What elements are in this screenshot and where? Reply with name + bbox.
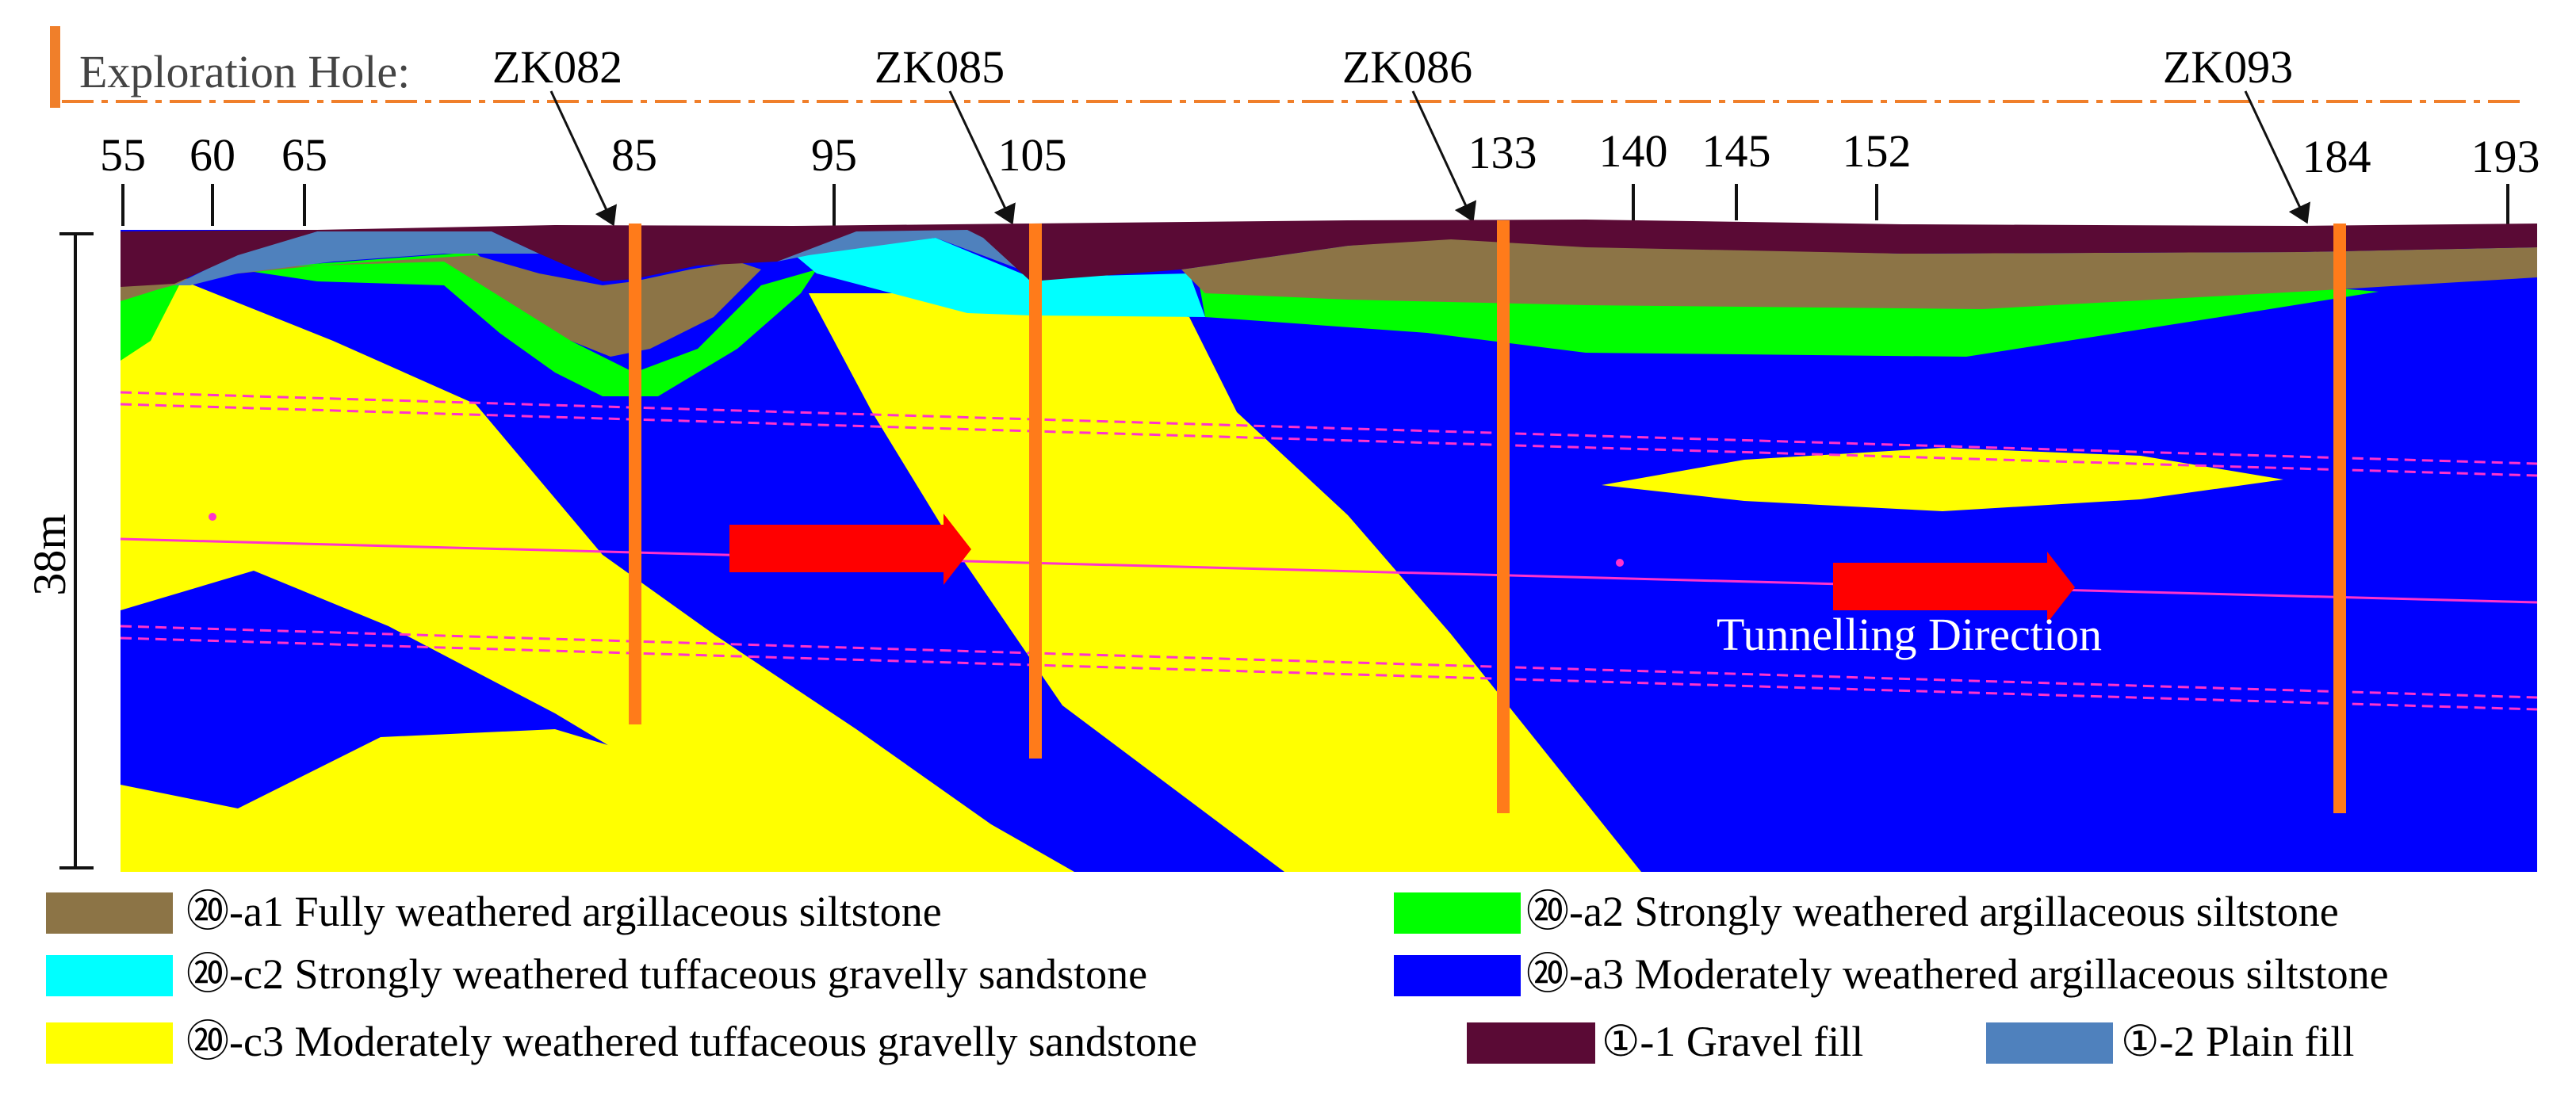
direction-arrow-left <box>729 514 971 585</box>
legend-swatch-c2 <box>46 955 173 996</box>
borehole-bar-zk085 <box>1029 224 1042 759</box>
station-133: 133 <box>1468 127 1537 178</box>
legend-label-a1: ⑳-a1 Fully weathered argillaceous siltst… <box>186 888 942 935</box>
exploration-hole-label: Exploration Hole: <box>79 46 410 97</box>
tunnel-marker-right <box>1616 559 1624 567</box>
borehole-label-zk093: ZK093 <box>2163 41 2293 93</box>
layer-a1-left <box>121 255 761 357</box>
station-65: 65 <box>281 129 327 181</box>
borehole-leaders <box>549 90 2310 227</box>
borehole-bar-zk082 <box>629 224 641 724</box>
legend-swatch-c3 <box>46 1022 173 1064</box>
direction-arrow-right <box>1833 552 2075 623</box>
borehole-bar-zk086 <box>1497 220 1510 813</box>
legend-swatch-a1 <box>46 892 173 934</box>
tunnelling-direction-label: Tunnelling Direction <box>1717 609 2102 660</box>
legend-label-p2: ①-2 Plain fill <box>2121 1018 2354 1065</box>
layer-plain-fill <box>174 231 539 285</box>
station-95: 95 <box>811 129 857 181</box>
borehole-label-zk082: ZK082 <box>492 41 622 93</box>
station-85: 85 <box>611 129 657 181</box>
legend-label-c2: ⑳-c2 Strongly weathered tuffaceous grave… <box>186 950 1147 998</box>
legend-swatch-p2 <box>1986 1022 2113 1064</box>
legend-label-g1: ①-1 Gravel fill <box>1602 1018 1863 1065</box>
legend: ⑳-a1 Fully weathered argillaceous siltst… <box>46 888 2389 1065</box>
station-193: 193 <box>2471 131 2540 182</box>
legend-swatch-a2 <box>1394 892 1521 934</box>
tunnel-marker-left <box>209 513 216 521</box>
layer-gravel-fill <box>121 220 2537 287</box>
station-60: 60 <box>189 129 235 181</box>
layer-c3-band <box>809 293 1641 872</box>
station-ticks <box>121 184 2509 230</box>
layer-a2-mid <box>238 252 817 396</box>
legend-swatch-a3 <box>1394 955 1521 996</box>
legend-swatch-g1 <box>1467 1022 1595 1064</box>
borehole-label-zk086: ZK086 <box>1342 41 1472 93</box>
legend-label-a2: ⑳-a2 Strongly weathered argillaceous sil… <box>1526 888 2339 935</box>
legend-label-c3: ⑳-c3 Moderately weathered tuffaceous gra… <box>186 1018 1197 1065</box>
borehole-label-zk085: ZK085 <box>875 41 1005 93</box>
layer-a2-left <box>121 279 182 361</box>
station-145: 145 <box>1702 125 1771 177</box>
station-105: 105 <box>998 129 1067 181</box>
title-accent-bar <box>50 26 60 108</box>
strata <box>121 220 2537 872</box>
layer-c2 <box>793 238 1205 317</box>
borehole-bar-zk093 <box>2333 224 2346 813</box>
station-152: 152 <box>1843 125 1912 177</box>
station-184: 184 <box>2302 131 2371 182</box>
station-55: 55 <box>100 129 146 181</box>
scale-label: 38m <box>24 514 75 595</box>
scale-bar <box>59 232 94 869</box>
layer-plain-fill-2 <box>777 228 1031 273</box>
station-140: 140 <box>1599 125 1668 177</box>
layer-c3-left <box>121 277 1074 872</box>
layer-c3-bottom-left <box>121 729 856 872</box>
layer-a1-right <box>1181 238 2537 309</box>
tunnel-lines <box>120 391 2538 711</box>
legend-label-a3: ⑳-a3 Moderately weathered argillaceous s… <box>1526 950 2389 998</box>
